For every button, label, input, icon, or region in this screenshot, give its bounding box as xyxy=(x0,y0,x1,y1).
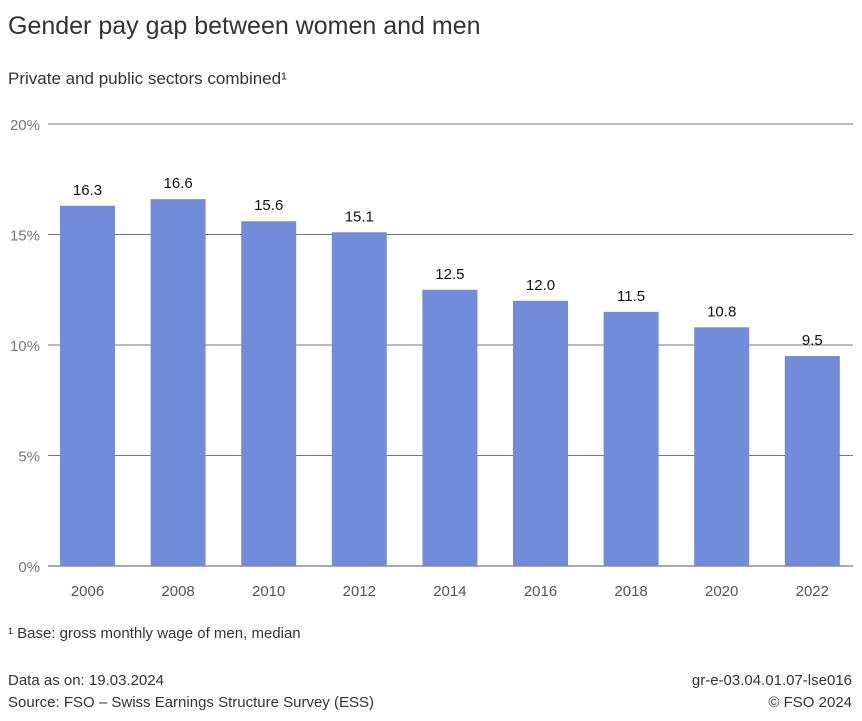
bar xyxy=(694,327,750,566)
x-tick-label: 2010 xyxy=(252,583,285,600)
y-tick-label: 20% xyxy=(10,117,40,134)
x-tick-label: 2018 xyxy=(614,583,647,600)
y-tick-label: 0% xyxy=(18,559,40,576)
source: Source: FSO – Swiss Earnings Structure S… xyxy=(8,694,374,711)
bar xyxy=(331,232,387,567)
x-tick-label: 2012 xyxy=(343,583,376,600)
bar xyxy=(241,221,297,567)
copyright: © FSO 2024 xyxy=(768,694,852,711)
bar xyxy=(422,289,478,566)
chart-title: Gender pay gap between women and men xyxy=(8,12,481,40)
data-label: 16.3 xyxy=(73,182,102,199)
data-label: 9.5 xyxy=(802,332,823,349)
chart-subtitle: Private and public sectors combined¹ xyxy=(8,69,287,88)
footnote: ¹ Base: gross monthly wage of men, media… xyxy=(8,625,301,642)
data-label: 16.6 xyxy=(163,175,192,192)
bar xyxy=(784,356,840,566)
x-tick-label: 2022 xyxy=(796,583,829,600)
x-tick-label: 2020 xyxy=(705,583,738,600)
bar xyxy=(60,205,115,566)
y-tick-label: 5% xyxy=(18,449,40,466)
data-label: 11.5 xyxy=(617,288,645,305)
data-date: Data as on: 19.03.2024 xyxy=(8,672,164,689)
x-tick-label: 2014 xyxy=(433,583,466,600)
bar xyxy=(150,199,206,566)
x-tick-label: 2008 xyxy=(161,583,194,600)
y-tick-label: 10% xyxy=(10,338,40,355)
data-label: 12.5 xyxy=(435,266,464,283)
bar xyxy=(513,300,568,566)
bar xyxy=(603,311,659,566)
data-label: 15.6 xyxy=(254,197,283,214)
x-tick-label: 2016 xyxy=(524,583,557,600)
x-tick-label: 2006 xyxy=(71,583,104,600)
data-label: 10.8 xyxy=(707,303,736,320)
data-label: 15.1 xyxy=(345,208,374,225)
bar-chart: 0% 5% 10% 15% 20% 16.3 2006 16.6 2008 15.6 2010 15.… xyxy=(10,117,853,600)
chart-code: gr-e-03.04.01.07-lse016 xyxy=(691,672,852,689)
data-label: 12.0 xyxy=(526,277,555,294)
y-tick-label: 15% xyxy=(10,228,40,245)
